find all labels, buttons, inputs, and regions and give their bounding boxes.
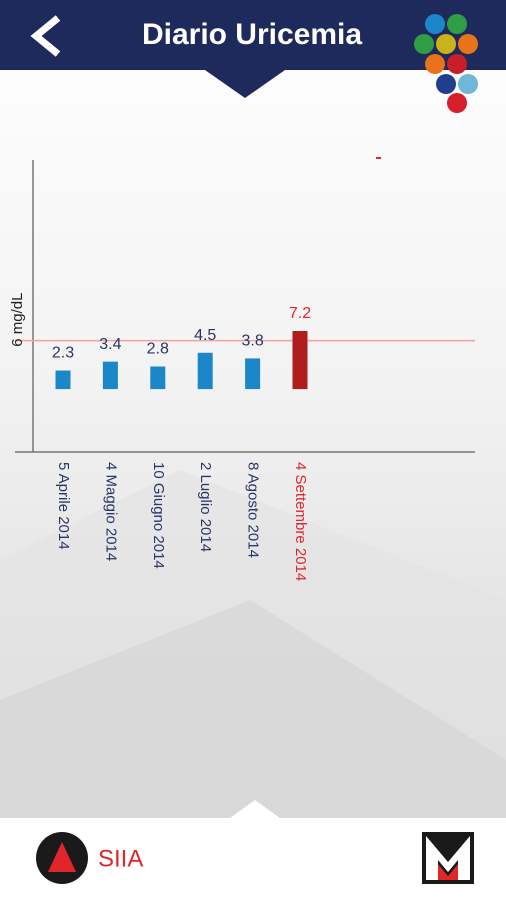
hex-logo bbox=[414, 14, 478, 113]
value-label: 3.4 bbox=[99, 336, 121, 353]
bar bbox=[292, 331, 308, 390]
value-label: 3.8 bbox=[241, 333, 263, 350]
value-label: 4.5 bbox=[194, 327, 216, 344]
value-label: 7.2 bbox=[289, 305, 311, 322]
x-tick-label: 2 Luglio 2014 bbox=[197, 462, 214, 552]
m-logo bbox=[422, 832, 474, 884]
chart: 6 mg/dL 2.3 5 Aprile 2014 3.4 4 Maggio 2014 2… bbox=[9, 160, 475, 581]
bar bbox=[55, 370, 71, 390]
value-label: 2.8 bbox=[147, 341, 169, 358]
header-title: Diario Uricemia bbox=[142, 18, 362, 51]
bar bbox=[102, 361, 118, 390]
reference-label: 6 mg/dL bbox=[9, 293, 26, 347]
bar bbox=[197, 352, 213, 390]
bar bbox=[245, 358, 261, 390]
x-tick-label: 8 Agosto 2014 bbox=[245, 462, 262, 558]
footer-notch bbox=[230, 800, 280, 818]
x-tick-label: 4 Settembre 2014 bbox=[292, 462, 309, 581]
bar bbox=[150, 366, 166, 390]
back-button[interactable] bbox=[30, 15, 61, 57]
value-label: 2.3 bbox=[52, 345, 74, 362]
x-tick-label: 5 Aprile 2014 bbox=[55, 462, 72, 550]
siia-logo: SIIA bbox=[36, 832, 143, 884]
x-tick-label: 10 Giugno 2014 bbox=[150, 462, 167, 569]
x-tick-label: 4 Maggio 2014 bbox=[102, 462, 119, 561]
footer-logo-text: SIIA bbox=[98, 845, 143, 872]
header-notch bbox=[205, 70, 285, 98]
background-shape bbox=[0, 600, 506, 818]
